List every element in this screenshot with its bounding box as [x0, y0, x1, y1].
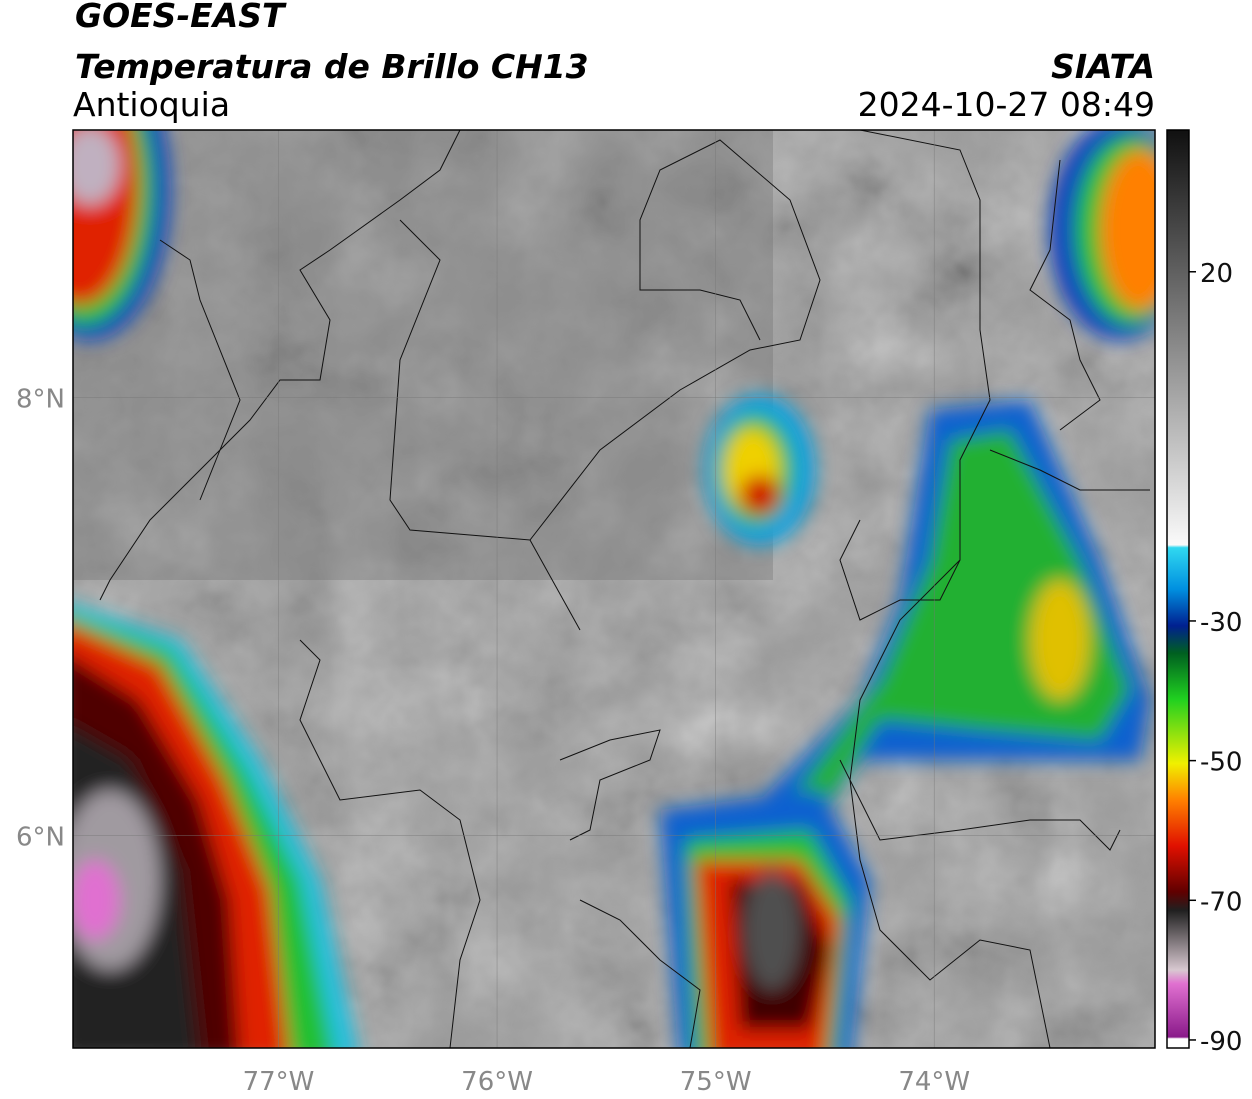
lon-tick-label: 74°W	[898, 1067, 970, 1097]
lat-tick-label: 8°N	[16, 384, 65, 414]
region: Antioquia	[73, 85, 230, 124]
colorbar	[1166, 129, 1190, 1049]
lon-tick-label: 76°W	[461, 1067, 533, 1097]
map-frame	[72, 129, 1156, 1049]
lon-tick-label: 75°W	[680, 1067, 752, 1097]
source: SIATA	[1051, 47, 1155, 86]
colorbar-tick-label: -70	[1200, 887, 1242, 917]
colorbar-tick-label: -50	[1200, 748, 1242, 778]
satellite-image	[73, 130, 1155, 1048]
lat-tick-label: 6°N	[16, 822, 65, 852]
lon-tick-label: 77°W	[243, 1067, 315, 1097]
grid	[73, 130, 1155, 1048]
colorbar-tick-label: -30	[1200, 608, 1242, 638]
colorbar-tick-label: -90	[1200, 1027, 1242, 1057]
axis-ticks: 77°W 76°W 75°W 74°W 8°N 6°N	[16, 384, 970, 1097]
datetime: 2024-10-27 08:49	[858, 85, 1155, 124]
colorbar-tick-label: 20	[1200, 259, 1233, 289]
product: Temperatura de Brillo CH13	[75, 47, 589, 86]
satellite: GOES-EAST	[75, 0, 287, 35]
colorbar-ticks: 20 -30 -50 -70 -90	[1189, 259, 1242, 1057]
